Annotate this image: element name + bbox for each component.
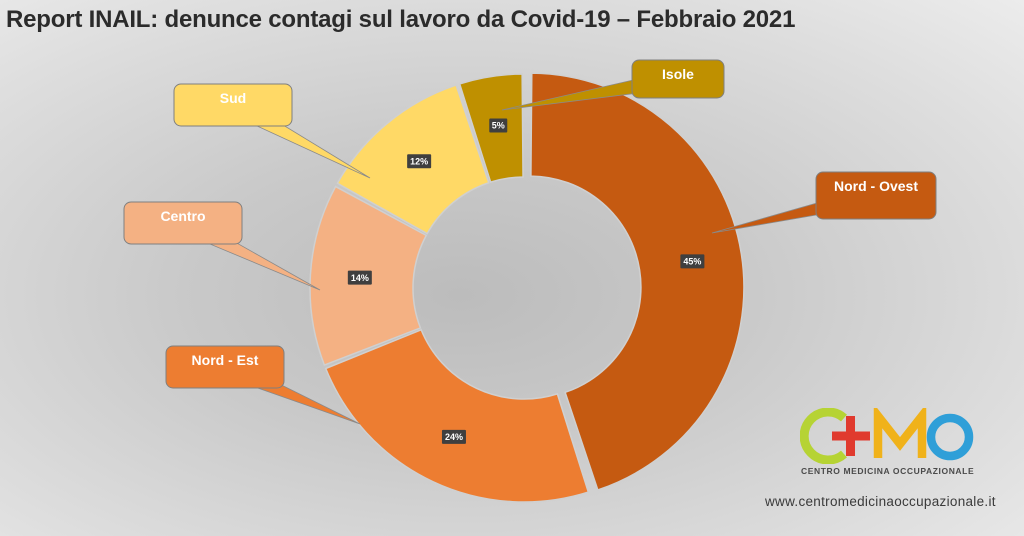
callout-label-nord-est: Nord - Est — [192, 352, 259, 368]
callout-box-isole — [631, 59, 725, 99]
callout-box-sud — [173, 83, 293, 127]
cmo-logo-mark — [799, 403, 974, 465]
callout-labels: Nord - Ovest Nord - Est Centro Sud Isole — [123, 59, 937, 425]
percent-label-nord-est: 24% — [445, 432, 463, 442]
logo-letter-m — [873, 403, 927, 458]
slice-nord-est — [324, 328, 590, 503]
cmo-logo — [799, 403, 976, 469]
percent-label-sud: 12% — [410, 156, 428, 166]
slice-nord-ovest — [530, 72, 745, 491]
donut-slices — [309, 72, 745, 503]
percent-badge-sud — [407, 154, 432, 169]
percent-badge-centro — [347, 270, 372, 285]
percent-label-nord-ovest: 45% — [683, 257, 701, 267]
callout-box-centro — [123, 201, 243, 245]
percent-label-centro: 14% — [351, 273, 369, 283]
callout-label-centro: Centro — [160, 208, 205, 224]
percent-badge-nord-ovest — [680, 254, 705, 269]
callout-label-isole: Isole — [662, 66, 694, 82]
percent-labels: 45% 24% 14% 12% 5% — [347, 118, 705, 444]
percent-badge-nord-est — [441, 429, 466, 444]
website-url: www.centromedicinaoccupazionale.it — [765, 494, 996, 509]
logo-subtitle: CENTRO MEDICINA OCCUPAZIONALE — [801, 466, 975, 476]
callout-box-nord-ovest — [815, 171, 937, 220]
callout-label-sud: Sud — [220, 90, 246, 106]
logo-cross-horizontal — [832, 431, 870, 441]
chart-title: Report INAIL: denunce contagi sul lavoro… — [6, 6, 796, 33]
percent-label-isole: 5% — [492, 121, 505, 131]
callout-label-nord-ovest: Nord - Ovest — [834, 178, 918, 194]
percent-badge-isole — [489, 118, 508, 133]
logo-letter-c — [799, 407, 847, 465]
callout-box-nord-est — [165, 345, 285, 389]
logo-letter-o — [926, 413, 974, 461]
